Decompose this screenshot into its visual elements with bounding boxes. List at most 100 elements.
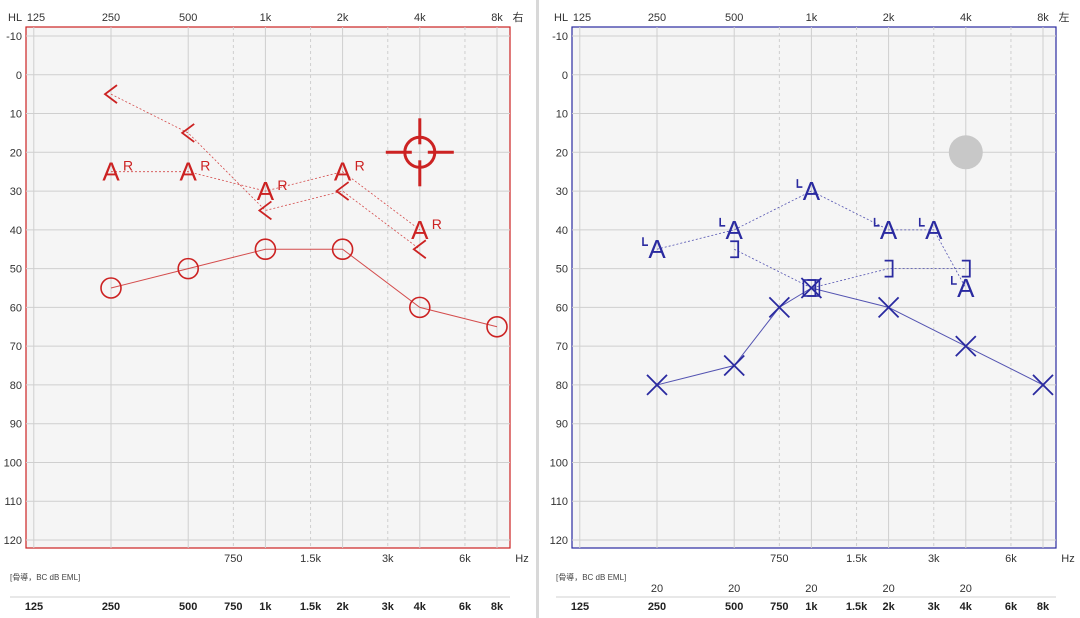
freq-row-label: 2k — [336, 601, 349, 613]
bottom-tick-label: 3k — [382, 553, 394, 565]
y-tick-label: -10 — [552, 31, 568, 43]
freq-row-label: 3k — [382, 601, 395, 613]
marker-sound_field_aided: A — [918, 215, 943, 245]
marker-bc_unmasked — [103, 84, 118, 104]
top-tick-label: 1k — [806, 12, 818, 24]
freq-row-label: 1.5k — [300, 601, 322, 613]
top-tick-label: 125 — [573, 12, 591, 24]
y-tick-label: 10 — [556, 109, 568, 121]
marker-ac_unmasked — [254, 238, 277, 261]
marker-sound_field_aided: A — [950, 273, 975, 303]
svg-text:R: R — [277, 177, 287, 193]
svg-text:A: A — [257, 176, 275, 206]
freq-row-label: 250 — [648, 601, 666, 613]
top-tick-label: 2k — [337, 12, 349, 24]
marker-sound_field_aided: A — [873, 215, 898, 245]
top-tick-label: 8k — [491, 12, 503, 24]
top-tick-label: 8k — [1037, 12, 1049, 24]
y-tick-label: 90 — [10, 419, 22, 431]
marker-sound_field_aided: A — [642, 234, 666, 264]
marker-bc_unmasked — [180, 123, 195, 143]
top-tick-label: 125 — [27, 12, 45, 24]
marker-ac_unmasked — [800, 277, 823, 299]
bottom-tick-label: 750 — [770, 553, 788, 565]
top-tick-label: 500 — [725, 12, 743, 24]
bc-masking-value: 20 — [805, 583, 817, 595]
svg-text:A: A — [648, 234, 666, 264]
top-tick-label: 4k — [414, 12, 426, 24]
marker-bc_masked — [961, 259, 971, 278]
marker-ac_unmasked — [768, 296, 790, 319]
y-tick-label: -10 — [6, 31, 22, 43]
freq-row-label: 4k — [960, 601, 973, 613]
svg-text:R: R — [355, 158, 365, 174]
panel-divider — [536, 0, 539, 618]
svg-text:A: A — [334, 157, 352, 187]
y-tick-label: 60 — [10, 302, 22, 314]
plot-area — [25, 26, 511, 549]
marker-tinnitus_match — [385, 118, 454, 187]
grid — [572, 27, 1056, 548]
y-tick-label: 100 — [550, 457, 568, 469]
series-ac_masked — [802, 279, 821, 297]
svg-text:R: R — [200, 158, 210, 174]
series-line — [110, 248, 498, 328]
ear-label: 左 — [1059, 11, 1070, 24]
series-ac_unmasked — [100, 238, 508, 338]
y-tick-label: 110 — [550, 496, 568, 508]
freq-row-label: 1k — [259, 601, 272, 613]
marker-ac_unmasked — [177, 257, 199, 280]
marker-ac_unmasked — [646, 374, 668, 396]
y-tick-label: 30 — [556, 186, 568, 198]
grid — [26, 27, 510, 548]
y-tick-label: 40 — [556, 225, 568, 237]
bottom-tick-label: 1.5k — [300, 553, 321, 565]
svg-text:R: R — [432, 216, 442, 232]
freq-row-label: 3k — [928, 601, 941, 613]
y-tick-label: 80 — [10, 380, 22, 392]
marker-ac_unmasked — [955, 335, 977, 357]
svg-text:A: A — [880, 215, 898, 245]
y-tick-label: 20 — [556, 147, 568, 159]
marker-ac_unmasked — [408, 296, 431, 319]
freq-row-label: 500 — [179, 601, 197, 613]
marker-ac_unmasked — [486, 315, 508, 338]
y-tick-label: 70 — [10, 341, 22, 353]
y-tick-label: 30 — [10, 186, 22, 198]
top-tick-label: 250 — [102, 12, 120, 24]
freq-row-label: 250 — [102, 601, 120, 613]
series-sound_field_aided: A R A RA R A RA R — [102, 157, 442, 245]
marker-bc_unmasked — [257, 200, 272, 221]
marker-ac_masked — [802, 279, 821, 297]
freq-row-label: 125 — [25, 601, 43, 613]
y-tick-label: 90 — [556, 419, 568, 431]
bc-note: [骨導，BC dB EML] — [10, 572, 80, 582]
freq-row-label: 8k — [1037, 601, 1050, 613]
series-tinnitus_match — [385, 118, 454, 187]
y-tick-label: 70 — [556, 341, 568, 353]
freq-row-label: 4k — [414, 601, 427, 613]
bottom-tick-label: 6k — [459, 553, 471, 565]
bottom-tick-label: 750 — [224, 553, 242, 565]
y-tick-label: 120 — [550, 535, 568, 547]
marker-ac_unmasked — [723, 354, 745, 377]
marker-ac_unmasked — [1032, 374, 1054, 396]
y-tick-label: 10 — [10, 109, 22, 121]
freq-row-label: 8k — [491, 601, 504, 613]
bottom-tick-label: 1.5k — [846, 553, 867, 565]
series-no_response — [948, 135, 983, 170]
marker-bc_unmasked — [335, 181, 350, 201]
svg-text:A: A — [102, 157, 120, 187]
series-line — [111, 171, 421, 231]
hz-label: Hz — [1061, 553, 1074, 565]
series-bc_unmasked — [103, 84, 427, 259]
marker-bc_masked — [730, 240, 740, 259]
top-tick-label: 2k — [883, 12, 895, 24]
freq-row-label: 750 — [770, 601, 788, 613]
series-bc_masked — [730, 240, 971, 297]
freq-row-label: 1.5k — [846, 601, 868, 613]
